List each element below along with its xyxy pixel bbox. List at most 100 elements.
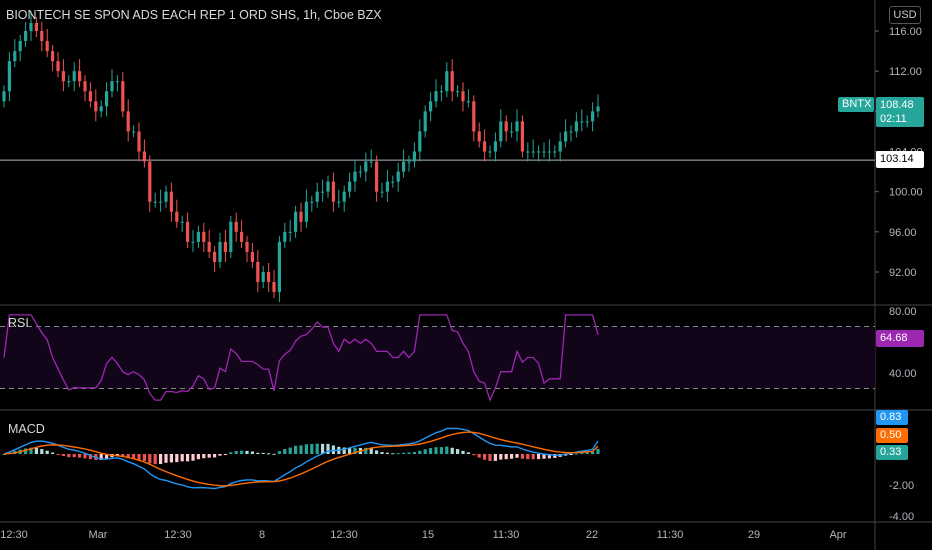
macd-histogram-bar (342, 447, 346, 454)
macd-histogram-bar (466, 452, 470, 454)
time-tick-label: Mar (89, 529, 108, 541)
macd-histogram-bar (315, 443, 319, 454)
macd-histogram-bar (321, 443, 325, 454)
macd-histogram-bar (202, 454, 206, 459)
macd-histogram-bar (331, 445, 335, 454)
macd-histogram-bar (547, 454, 551, 459)
candle-body (72, 71, 76, 82)
candle-body (218, 241, 222, 262)
price-tick-label: 112.00 (889, 66, 922, 78)
macd-histogram-bar (531, 454, 535, 460)
macd-histogram-bar (88, 454, 92, 460)
macd-histogram-bar (585, 452, 589, 454)
macd-histogram-bar (418, 450, 422, 454)
time-tick-label: Apr (829, 529, 846, 541)
currency-button[interactable]: USD (889, 6, 921, 24)
candle-body (596, 106, 600, 112)
candle-body (585, 121, 589, 123)
macd-histogram-bar (477, 454, 481, 458)
candle-body (558, 141, 562, 152)
macd-histogram-bar (472, 454, 476, 456)
macd-histogram-bar (326, 443, 330, 454)
macd-histogram-bar (515, 454, 519, 458)
candle-body (191, 241, 195, 243)
candle-body (499, 121, 503, 142)
candle-body (445, 71, 449, 92)
macd-histogram-bar (299, 445, 303, 454)
macd-tick-label: -4.00 (889, 511, 914, 523)
candle-body (121, 81, 125, 112)
macd-histogram-bar (407, 452, 411, 454)
macd-histogram-bar (256, 452, 260, 454)
candle-body (196, 231, 200, 242)
time-tick-label: 12:30 (330, 529, 358, 541)
rsi-value-tag: 64.68 (876, 330, 924, 347)
macd-histogram-bar (45, 450, 49, 454)
macd-histogram-bar (520, 454, 524, 459)
candle-body (240, 231, 244, 242)
candle-body (186, 221, 190, 242)
price-tick-label: 92.00 (889, 267, 917, 279)
macd-histogram-bar (542, 454, 546, 459)
candle-body (391, 181, 395, 183)
macd-histogram-bar (245, 450, 249, 454)
candle-body (24, 31, 28, 42)
macd-histogram-bar (159, 454, 163, 465)
candle-body (159, 201, 163, 203)
candle-body (380, 191, 384, 193)
macd-histogram-bar (375, 450, 379, 454)
macd-histogram-bar (126, 454, 130, 459)
macd-histogram-bar (213, 454, 217, 458)
candle-body (207, 241, 211, 252)
signal-line (3, 431, 599, 487)
candle-body (321, 191, 325, 193)
macd-histogram-bar (272, 453, 276, 455)
macd-histogram-bar (229, 452, 233, 454)
macd-histogram-bar (207, 454, 211, 458)
macd-histogram-bar (261, 452, 265, 454)
macd-histogram-bar (353, 447, 357, 454)
candle-body (580, 121, 584, 123)
time-tick-label: 22 (586, 529, 598, 541)
candle-body (547, 151, 551, 153)
candle-body (83, 81, 87, 92)
candle-body (385, 181, 389, 192)
macd-histogram-bar (24, 448, 28, 454)
candle-body (256, 261, 260, 283)
candle-body (261, 272, 265, 283)
candle-body (477, 131, 481, 142)
candle-body (13, 51, 17, 62)
candle-body (267, 272, 271, 283)
macd-histogram-bar (164, 454, 168, 463)
macd-histogram-bar (391, 453, 395, 455)
candle-body (51, 51, 55, 62)
candle-body (412, 151, 416, 162)
macd-histogram-bar (569, 454, 573, 455)
rsi-tick-label: 80.00 (889, 306, 917, 318)
macd-histogram-bar (402, 452, 406, 454)
macd-histogram-bar (250, 451, 254, 454)
macd-histogram-bar (591, 451, 595, 454)
candle-body (34, 22, 38, 31)
macd-histogram-bar (99, 454, 103, 460)
time-tick-label: 29 (748, 529, 760, 541)
macd-histogram-bar (445, 446, 449, 454)
candle-body (326, 181, 330, 192)
price-tick-label: 116.00 (889, 26, 922, 38)
candle-body (461, 91, 465, 102)
macd-histogram-bar (196, 454, 200, 460)
candle-body (115, 81, 119, 83)
macd-value-tag: 0.83 (876, 410, 908, 425)
candle-body (531, 151, 535, 153)
chart-title: BIONTECH SE SPON ADS EACH REP 1 ORD SHS,… (6, 8, 382, 22)
macd-histogram-bar (240, 450, 244, 454)
macd-histogram-bar (348, 447, 352, 454)
macd-histogram-bar (396, 453, 400, 455)
candle-body (164, 191, 168, 202)
macd-histogram-bar (537, 454, 541, 460)
macd-histogram-bar (186, 454, 190, 462)
macd-histogram-bar (61, 454, 65, 457)
macd-histogram-bar (493, 454, 497, 461)
candle-body (348, 181, 352, 192)
